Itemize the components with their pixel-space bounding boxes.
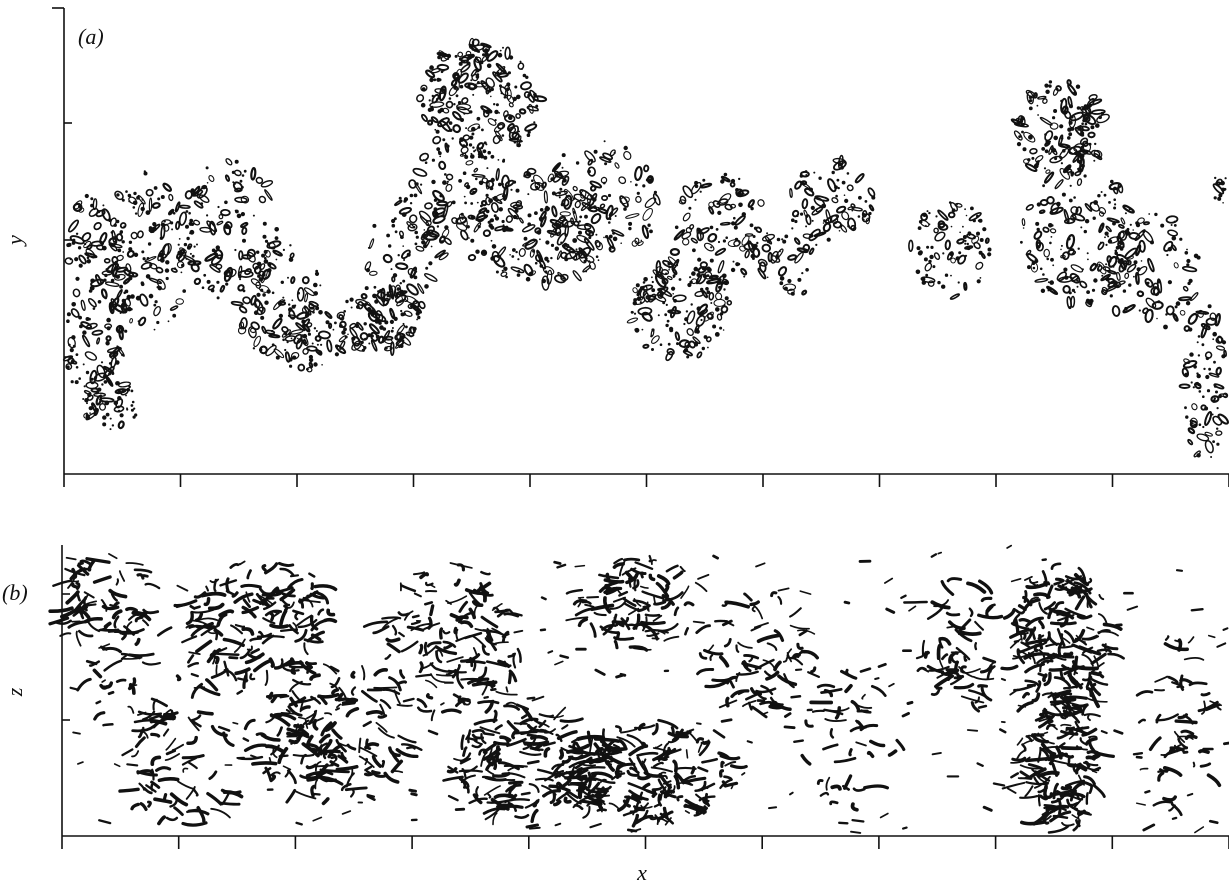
panel-a-label: (a) bbox=[78, 24, 104, 49]
x-axis-label: x bbox=[636, 860, 647, 885]
panel-b: (b) z bbox=[0, 545, 1229, 849]
panel-a-ticks bbox=[52, 8, 1229, 487]
panel-a-vorticity-field bbox=[63, 38, 1229, 458]
panel-b-vorticity-field bbox=[50, 546, 1229, 833]
panel-a: (a) y bbox=[2, 8, 1229, 487]
panel-b-label: (b) bbox=[2, 580, 28, 605]
panel-a-y-axis-label: y bbox=[2, 235, 27, 247]
panel-b-y-axis-label: z bbox=[2, 687, 27, 697]
